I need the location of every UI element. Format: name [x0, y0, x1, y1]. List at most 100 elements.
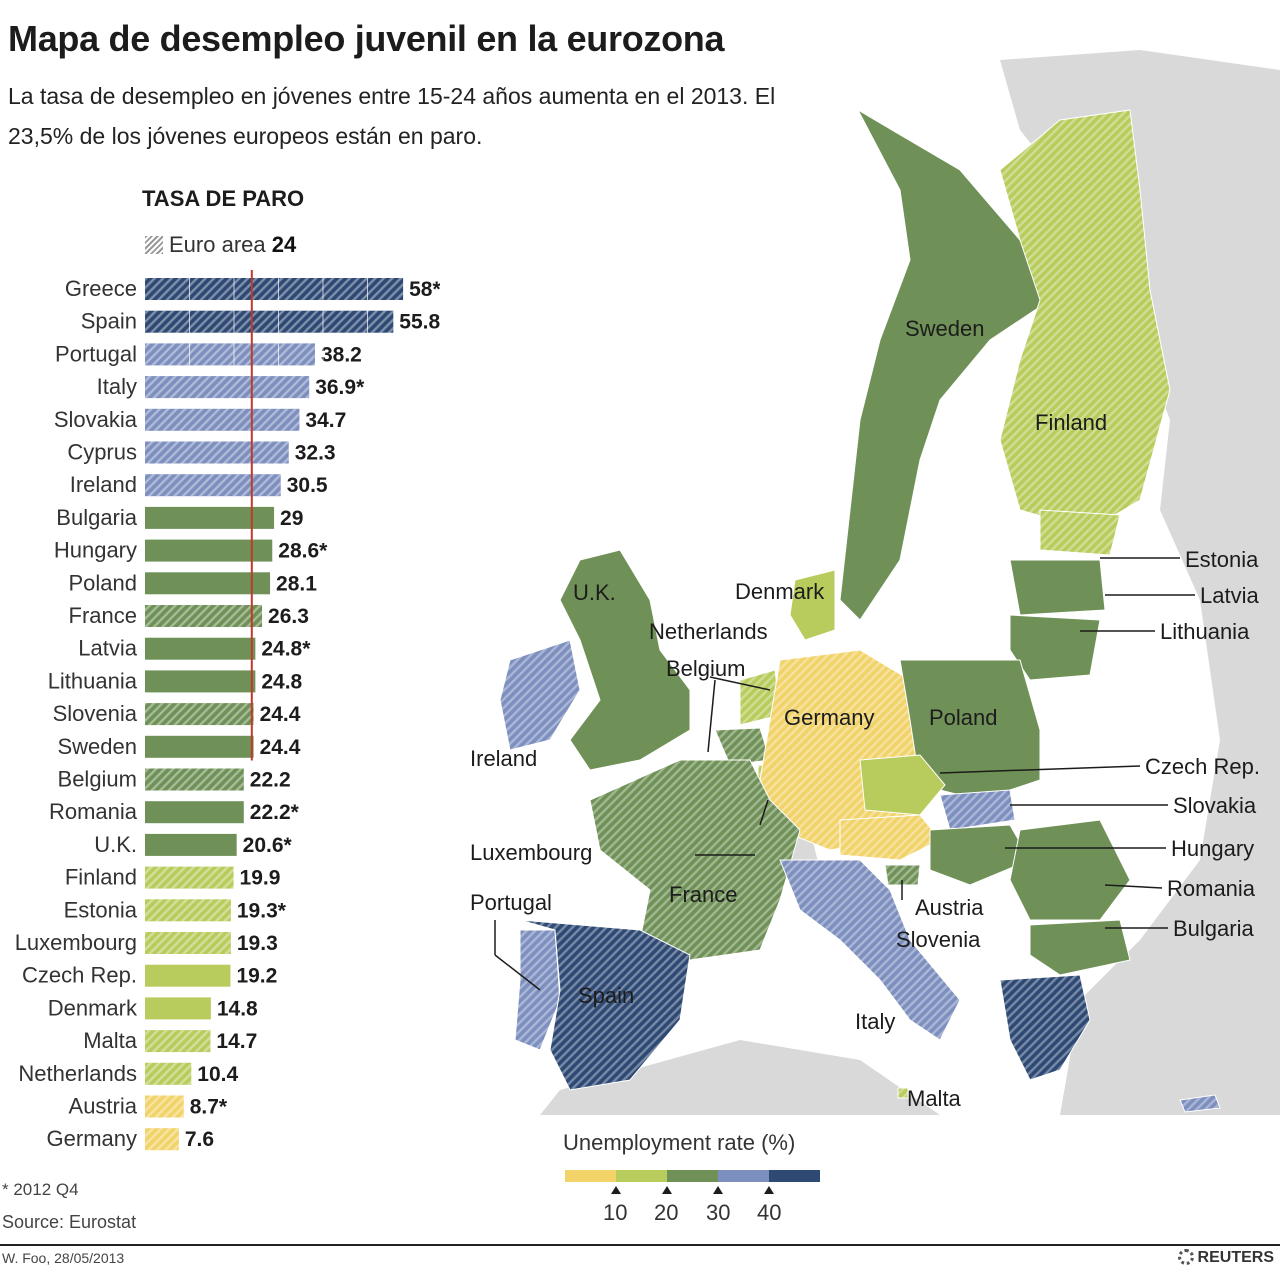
map-label-ireland: Ireland	[470, 746, 537, 771]
map-label-slovakia: Slovakia	[1173, 793, 1257, 818]
bar-value-label: 10.4	[197, 1063, 238, 1086]
bar-value-label: 29	[280, 507, 303, 530]
map-label-romania: Romania	[1167, 876, 1256, 901]
bar-euro-hatch	[145, 1095, 184, 1118]
map-label-italy: Italy	[855, 1009, 895, 1034]
bar-value-label: 14.8	[217, 997, 258, 1020]
bar-value-label: 30.5	[287, 474, 328, 497]
bar-category-label: Luxembourg	[15, 930, 137, 955]
bar-category-label: Latvia	[78, 636, 137, 661]
map-label-sweden: Sweden	[905, 316, 985, 341]
bar-category-label: Spain	[81, 309, 137, 334]
map-region-euro-hatch	[1180, 1095, 1220, 1112]
bar-euro-hatch	[145, 605, 263, 627]
bar-category-label: Austria	[69, 1094, 138, 1119]
map-label-u-k: U.K.	[573, 580, 616, 605]
bar-euro-hatch	[145, 768, 244, 791]
bar-category-label: U.K.	[94, 832, 137, 857]
map-region-euro-hatch	[715, 728, 770, 765]
euro-area-legend: Euro area 24	[145, 232, 296, 258]
bar-euro-hatch	[145, 899, 231, 922]
map-region-euro-hatch	[500, 640, 580, 750]
bar-category-label: Denmark	[48, 995, 138, 1020]
bar-euro-hatch	[145, 310, 394, 333]
map-label-greece: Greece	[1019, 1113, 1091, 1115]
bar-value-label: 28.6*	[278, 540, 328, 563]
map-leader-line	[939, 765, 1141, 774]
legend-tick-labels: 10	[603, 1200, 627, 1226]
map-region-euro-hatch	[1040, 510, 1120, 555]
map-region-euro-hatch	[1000, 975, 1090, 1080]
map-region-euro-hatch	[740, 670, 780, 725]
page-title: Mapa de desempleo juvenil en la eurozona	[8, 18, 725, 59]
map-label-portugal: Portugal	[470, 890, 552, 915]
bar-value-label: 24.4	[260, 703, 301, 726]
map-leader-line	[1104, 884, 1163, 889]
map-leader-line	[494, 954, 541, 991]
map-leader-line	[709, 676, 771, 691]
bar-category-label: Lithuania	[48, 668, 138, 693]
bar-value-label: 19.9	[240, 867, 281, 890]
bar-value-label: 22.2	[250, 769, 291, 792]
bar-category-label: Finland	[65, 865, 137, 890]
euro-area-value: 24	[271, 232, 297, 257]
bar	[145, 833, 237, 856]
legend-swatch	[769, 1170, 820, 1182]
legend-swatch	[616, 1170, 667, 1182]
map-label-lithuania: Lithuania	[1160, 619, 1250, 644]
bar-category-label: Malta	[83, 1028, 138, 1053]
map-region-euro-hatch	[520, 920, 690, 1090]
bar-value-label: 58*	[409, 278, 440, 301]
bar	[145, 539, 273, 562]
map-label-bulgaria: Bulgaria	[1173, 916, 1254, 941]
bar-euro-hatch	[145, 932, 231, 954]
euro-area-label: Euro area	[169, 232, 266, 257]
bar-category-label: Slovenia	[53, 701, 138, 726]
bar-value-label: 20.6*	[243, 834, 293, 857]
bar-category-label: Slovakia	[54, 407, 138, 432]
map-label-finland: Finland	[1035, 410, 1107, 435]
bar-value-label: 28.1	[276, 572, 317, 595]
map-label-netherlands: Netherlands	[649, 619, 768, 644]
map-label-malta: Malta	[907, 1086, 962, 1111]
map-region-u-k	[559, 549, 691, 771]
map-region-euro-hatch	[885, 865, 920, 885]
bar	[145, 801, 244, 824]
map-label-denmark: Denmark	[735, 579, 825, 604]
bottom-divider	[0, 1244, 1280, 1246]
bar	[145, 997, 211, 1020]
legend-tick-labels: 20	[654, 1200, 678, 1226]
bar-value-label: 36.9*	[315, 376, 365, 399]
bar-category-label: Ireland	[70, 472, 137, 497]
map-label-france: France	[669, 882, 737, 907]
map-label-austria: Austria	[915, 895, 984, 920]
legend-swatch	[667, 1170, 718, 1182]
bar-category-label: Greece	[65, 276, 137, 301]
legend-tick-marker-icon	[713, 1186, 723, 1194]
legend-tick: 40	[757, 1200, 782, 1225]
map-label-luxembourg: Luxembourg	[470, 840, 592, 865]
bar-value-label: 24.4	[260, 736, 301, 759]
bar-value-label: 19.2	[236, 965, 277, 988]
bar-euro-hatch	[145, 866, 234, 889]
bar-category-label: Cyprus	[67, 440, 137, 465]
map-label-latvia: Latvia	[1200, 583, 1259, 608]
map-region-euro-hatch	[898, 1088, 908, 1098]
map-region-euro-hatch	[590, 760, 800, 960]
map-region-bulgaria	[1029, 919, 1131, 976]
bar-value-label: 26.3	[268, 605, 309, 628]
bar-category-label: Netherlands	[18, 1061, 137, 1086]
hatch-swatch-icon	[145, 236, 163, 254]
bar-category-label: Germany	[47, 1126, 137, 1151]
bar-value-label: 24.8	[261, 670, 302, 693]
legend-swatch	[565, 1170, 616, 1182]
legend-tick-marker-icon	[764, 1186, 774, 1194]
bar-value-label: 19.3*	[237, 899, 287, 922]
map-label-hungary: Hungary	[1171, 836, 1254, 861]
bar-value-label: 38.2	[321, 343, 362, 366]
bar-euro-hatch	[145, 1062, 192, 1085]
map-region-lithuania	[1009, 614, 1101, 681]
bar-euro-hatch	[145, 1128, 179, 1151]
map-leader-line	[759, 799, 769, 826]
map-region-euro-hatch	[1000, 110, 1170, 530]
